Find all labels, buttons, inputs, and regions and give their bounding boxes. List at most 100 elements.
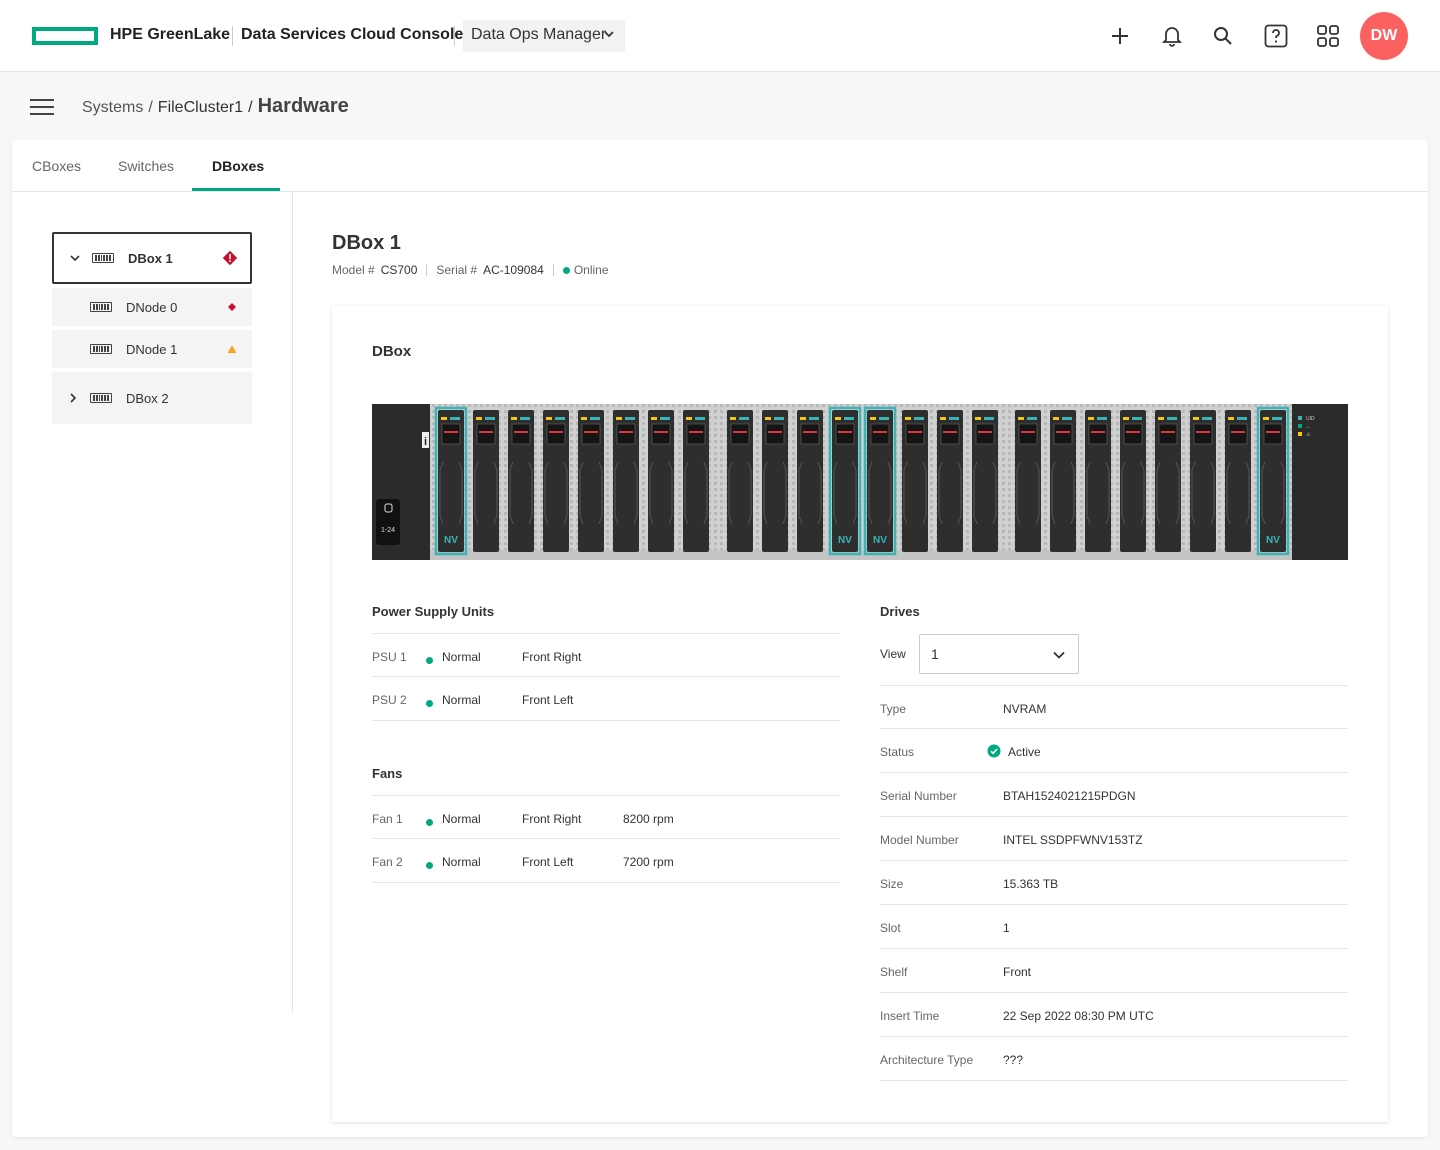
drive-slot xyxy=(613,410,639,552)
breadcrumb-systems[interactable]: Systems xyxy=(82,99,144,116)
hpe-logo[interactable] xyxy=(32,27,98,45)
chevron-right-icon[interactable] xyxy=(66,392,80,404)
console-name: Data Services Cloud Console xyxy=(241,26,464,43)
psu-status: Normal xyxy=(442,693,481,707)
app-selector[interactable]: Data Ops Manager xyxy=(463,20,625,52)
drive-grip xyxy=(579,461,603,525)
nv-label: NV xyxy=(838,535,852,546)
hamburger-menu-icon[interactable] xyxy=(30,96,54,118)
avatar[interactable]: DW xyxy=(1360,12,1408,60)
drive-led xyxy=(1123,417,1129,420)
chassis-right-ear xyxy=(1292,404,1348,560)
sidebar-divider xyxy=(292,192,293,1012)
drive-carrier xyxy=(867,410,893,552)
table-row: PSU 2 Normal Front Left xyxy=(372,677,840,721)
tree-item-dnode-0[interactable]: DNode 0 xyxy=(52,288,252,326)
page-title: Hardware xyxy=(257,95,349,117)
dbox-chassis-diagram: i 1-24 UID ↔ ⚠ NV NV NV NV xyxy=(372,404,1348,560)
breadcrumb: Systems / FileCluster1 / Hardware xyxy=(82,95,349,118)
drive-latch-indicator xyxy=(978,431,992,433)
drive-slot xyxy=(797,410,823,552)
drive-latch-indicator xyxy=(444,431,458,433)
active-tab-indicator xyxy=(192,188,280,191)
top-bar: HPE GreenLake Data Services Cloud Consol… xyxy=(0,0,1440,72)
plus-icon[interactable] xyxy=(1102,18,1138,54)
drive-carrier xyxy=(473,410,499,552)
drive-latch xyxy=(581,423,601,445)
tab-cboxes[interactable]: CBoxes xyxy=(32,158,82,174)
drive-led xyxy=(1027,417,1037,420)
drive-latch xyxy=(441,423,461,445)
tab-switches[interactable]: Switches xyxy=(118,158,175,174)
drive-led xyxy=(835,417,841,420)
apps-grid-icon[interactable] xyxy=(1310,18,1346,54)
drive-view-select[interactable]: 1 xyxy=(919,634,1079,674)
tree-item-dnode-1[interactable]: DNode 1 xyxy=(52,330,252,368)
help-icon[interactable] xyxy=(1258,18,1294,54)
drive-latch xyxy=(835,423,855,445)
drive-led xyxy=(1097,417,1107,420)
tree-item-dbox-1[interactable]: DBox 1 xyxy=(52,232,252,284)
drive-carrier xyxy=(1260,410,1286,552)
breadcrumb-cluster[interactable]: FileCluster1 xyxy=(157,99,244,116)
drive-latch xyxy=(975,423,995,445)
status-dot xyxy=(426,696,433,710)
drive-led xyxy=(940,417,946,420)
tree-item-dbox-2[interactable]: DBox 2 xyxy=(52,372,252,424)
drive-led xyxy=(581,417,587,420)
drive-latch xyxy=(940,423,960,445)
drive-slot xyxy=(937,410,963,552)
drive-latch-indicator xyxy=(584,431,598,433)
tab-dboxes[interactable]: DBoxes xyxy=(212,158,265,174)
drive-latch xyxy=(870,423,890,445)
model-label: Model # xyxy=(332,263,375,277)
drive-latch-indicator xyxy=(654,431,668,433)
drive-led xyxy=(511,417,517,420)
drive-led xyxy=(914,417,924,420)
brand-name[interactable]: HPE GreenLake xyxy=(110,26,231,43)
app-selector-label: Data Ops Manager xyxy=(471,26,607,43)
drive-latch-indicator xyxy=(838,431,852,433)
chevron-down-icon xyxy=(1052,648,1066,665)
drive-latch-indicator xyxy=(514,431,528,433)
drive-led xyxy=(905,417,911,420)
property-label: Type xyxy=(880,702,907,716)
bell-icon[interactable] xyxy=(1154,18,1190,54)
drive-led xyxy=(1237,417,1247,420)
drive-led xyxy=(1158,417,1164,420)
critical-status-icon xyxy=(224,302,240,312)
drive-carrier xyxy=(762,410,788,552)
drive-led xyxy=(1272,417,1282,420)
drive-led xyxy=(1062,417,1072,420)
psu-location: Front Left xyxy=(522,693,574,707)
drive-led xyxy=(616,417,622,420)
property-row: Slot 1 xyxy=(880,905,1348,949)
status-led xyxy=(1298,424,1302,428)
server-icon xyxy=(90,344,112,354)
drive-carrier xyxy=(648,410,674,552)
status-dot xyxy=(426,858,433,872)
drive-latch xyxy=(616,423,636,445)
fan-speed: 8200 rpm xyxy=(623,812,674,826)
drive-slot: NV xyxy=(1256,406,1290,556)
view-label: View xyxy=(880,647,906,661)
info-tab-label: i xyxy=(424,436,427,448)
nv-label: NV xyxy=(873,535,887,546)
fan-status: Normal xyxy=(442,855,481,869)
disk-icon xyxy=(384,503,393,513)
search-icon[interactable] xyxy=(1205,18,1241,54)
drive-led xyxy=(765,417,771,420)
drive-latch-indicator xyxy=(908,431,922,433)
drive-latch-indicator xyxy=(1021,431,1035,433)
drive-slot xyxy=(508,410,534,552)
drive-led xyxy=(809,417,819,420)
drive-slot-highlight xyxy=(863,406,897,556)
drive-slot xyxy=(1085,410,1111,552)
drive-latch-indicator xyxy=(1126,431,1140,433)
psu-location: Front Right xyxy=(522,650,582,664)
property-value: 15.363 TB xyxy=(1003,877,1059,891)
chevron-down-icon[interactable] xyxy=(68,252,82,264)
drive-latch-indicator xyxy=(1091,431,1105,433)
dbox-card: DBox i 1-24 UID ↔ ⚠ NV NV NV NV Power Supply Uni… xyxy=(332,306,1388,1122)
drive-led xyxy=(686,417,692,420)
